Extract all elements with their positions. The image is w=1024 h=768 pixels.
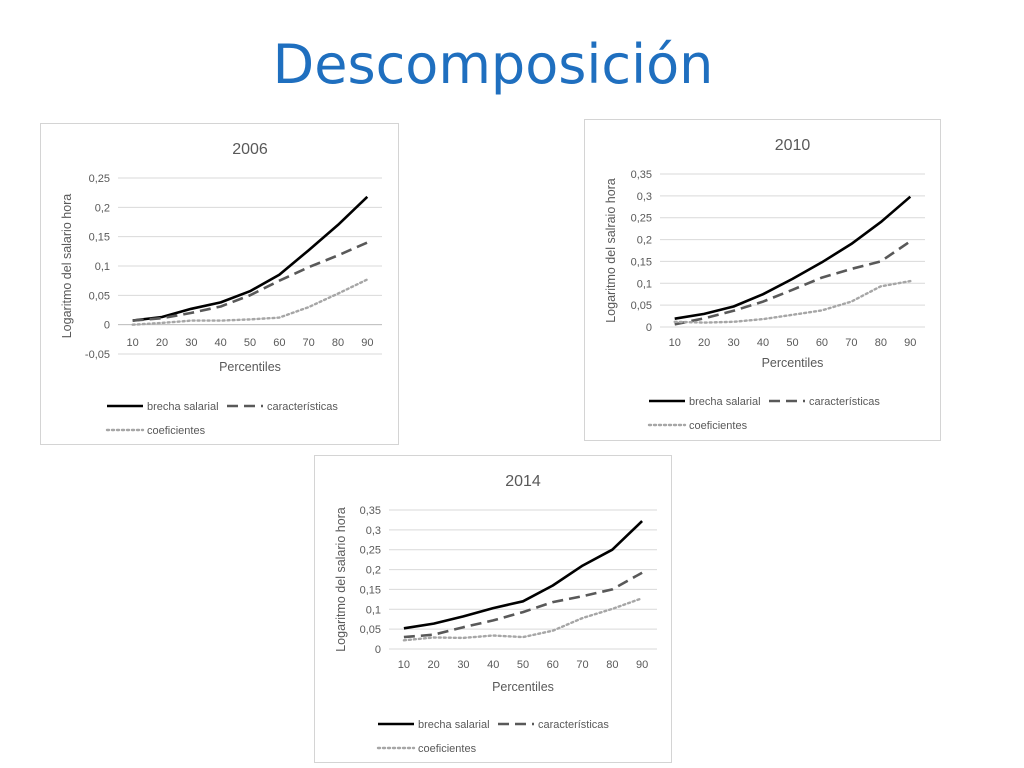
- y-axis-label: Logaritmo del salraio hora: [604, 178, 618, 323]
- y-tick-label: 0: [375, 644, 381, 656]
- series-line-coeficientes: [402, 596, 644, 642]
- x-tick-label: 70: [303, 337, 315, 349]
- series-lines: [131, 195, 369, 326]
- y-tick-label: 0,3: [366, 525, 381, 537]
- x-tick-label: 70: [576, 659, 588, 671]
- y-tick-label: 0,2: [637, 235, 652, 247]
- legend-label: coeficientes: [689, 420, 748, 432]
- x-tick-label: 80: [332, 337, 344, 349]
- y-tick-label: 0,05: [360, 624, 381, 636]
- x-tick-label: 80: [606, 659, 618, 671]
- legend-label: brecha salarial: [147, 401, 219, 413]
- y-tick-label: 0: [646, 322, 652, 334]
- series-line-características: [674, 240, 912, 326]
- x-tick-label: 10: [398, 659, 410, 671]
- legend-label: características: [267, 401, 338, 413]
- gridlines: [389, 509, 657, 650]
- x-axis-label: Percentiles: [762, 356, 824, 370]
- legend-label: brecha salarial: [418, 719, 490, 731]
- series-line-brecha-salarial: [674, 195, 912, 320]
- series-line-brecha-salarial: [132, 195, 369, 322]
- legend: brecha salarial características coeficient…: [647, 396, 880, 432]
- legend-label: brecha salarial: [689, 396, 761, 408]
- y-tick-label: 0,35: [631, 169, 652, 181]
- y-tick-label: 0,35: [360, 505, 381, 517]
- x-tick-label: 20: [698, 337, 710, 349]
- x-tick-label: 50: [517, 659, 529, 671]
- legend-label: características: [809, 396, 880, 408]
- y-tick-label: 0,25: [631, 213, 652, 225]
- y-tick-label: 0,15: [360, 584, 381, 596]
- y-tick-label: 0,1: [366, 604, 381, 616]
- x-tick-label: 30: [457, 659, 469, 671]
- legend: brecha salarial características coeficient…: [105, 401, 338, 437]
- x-tick-label: 10: [669, 337, 681, 349]
- chart-2010-svg: 2010 0 0,05 0,1 0,15 0,2 0,25 0,3 0,35 10 20 30 40 50…: [604, 137, 925, 432]
- series-line-características: [132, 241, 368, 322]
- gridlines: [118, 177, 382, 355]
- y-tick-label: 0,05: [631, 300, 652, 312]
- chart-title: 2010: [775, 137, 811, 154]
- x-tick-label: 60: [273, 337, 285, 349]
- x-tick-label: 20: [428, 659, 440, 671]
- x-tick-label: 60: [547, 659, 559, 671]
- y-tick-label: 0,25: [360, 545, 381, 557]
- chart-2014: 2014 0 0,05 0,1 0,15 0,2 0,25 0,3 0,35 10 20 30 40 50…: [314, 455, 672, 763]
- slide-title: Descomposición: [272, 33, 714, 96]
- y-tick-label: 0,15: [89, 232, 110, 244]
- chart-2014-svg: 2014 0 0,05 0,1 0,15 0,2 0,25 0,3 0,35 10 20 30 40 50…: [334, 473, 657, 755]
- series-lines: [402, 520, 644, 642]
- x-tick-label: 50: [786, 337, 798, 349]
- x-axis-label: Percentiles: [492, 680, 554, 694]
- series-lines: [673, 195, 912, 326]
- x-tick-label: 40: [757, 337, 769, 349]
- series-line-brecha-salarial: [403, 520, 644, 630]
- gridlines: [660, 173, 925, 328]
- series-line-coeficientes: [131, 278, 369, 326]
- x-tick-label: 10: [127, 337, 139, 349]
- legend-label: características: [538, 719, 609, 731]
- y-tick-label: 0,1: [95, 261, 110, 273]
- chart-2010: 2010 0 0,05 0,1 0,15 0,2 0,25 0,3 0,35 10 20 30 40 50…: [584, 119, 941, 441]
- x-tick-label: 80: [875, 337, 887, 349]
- y-tick-label: 0,3: [637, 191, 652, 203]
- y-tick-label: 0,15: [631, 256, 652, 268]
- x-tick-label: 90: [636, 659, 648, 671]
- y-axis-label: Logaritmo del salario hora: [334, 507, 348, 652]
- chart-2006-svg: 2006 -0,05 0 0,05 0,1 0,15 0,2 0,25 10 20 30 40 50 60…: [60, 141, 382, 437]
- legend-label: coeficientes: [147, 425, 206, 437]
- chart-title: 2006: [232, 141, 268, 158]
- x-tick-label: 30: [185, 337, 197, 349]
- x-tick-label: 30: [727, 337, 739, 349]
- chart-2006: 2006 -0,05 0 0,05 0,1 0,15 0,2 0,25 10 20 30 40 50 60…: [40, 123, 399, 445]
- y-axis-label: Logaritmo del salario hora: [60, 194, 74, 339]
- legend: brecha salarial características coeficient…: [376, 719, 609, 755]
- x-tick-label: 90: [361, 337, 373, 349]
- y-tick-label: 0,25: [89, 173, 110, 185]
- y-tick-label: 0,1: [637, 278, 652, 290]
- y-tick-label: 0: [104, 320, 110, 332]
- legend-label: coeficientes: [418, 743, 477, 755]
- x-tick-label: 40: [215, 337, 227, 349]
- y-tick-label: 0,2: [95, 202, 110, 214]
- y-tick-label: 0,05: [89, 290, 110, 302]
- y-tick-label: -0,05: [85, 349, 110, 361]
- x-tick-label: 20: [156, 337, 168, 349]
- x-tick-label: 90: [904, 337, 916, 349]
- x-axis-label: Percentiles: [219, 360, 281, 374]
- x-tick-label: 40: [487, 659, 499, 671]
- x-tick-label: 70: [845, 337, 857, 349]
- x-tick-label: 60: [816, 337, 828, 349]
- series-line-características: [403, 571, 643, 639]
- series-line-coeficientes: [673, 279, 912, 324]
- chart-title: 2014: [505, 473, 541, 490]
- y-tick-label: 0,2: [366, 565, 381, 577]
- x-tick-label: 50: [244, 337, 256, 349]
